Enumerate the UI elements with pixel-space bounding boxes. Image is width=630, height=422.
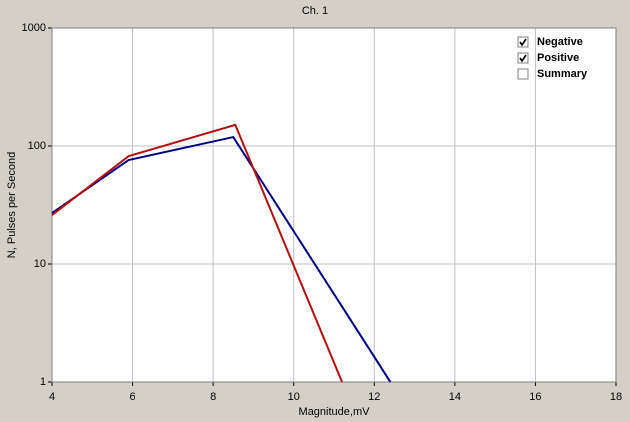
- legend-checkbox[interactable]: [517, 52, 529, 64]
- legend-label: Negative: [537, 36, 583, 48]
- legend-checkbox[interactable]: [517, 68, 529, 80]
- legend-check: [519, 54, 527, 63]
- y-tick-label: 1: [40, 376, 46, 388]
- x-tick-label: 8: [210, 391, 216, 403]
- chart-title: Ch. 1: [302, 5, 328, 17]
- x-axis-label: Magnitude,mV: [299, 406, 371, 418]
- x-tick-label: 16: [529, 391, 541, 403]
- legend-checkbox[interactable]: [517, 36, 529, 48]
- legend-label: Positive: [537, 52, 579, 64]
- x-tick-label: 18: [610, 391, 622, 403]
- x-tick-label: 12: [368, 391, 380, 403]
- legend-label: Summary: [537, 68, 588, 80]
- y-tick-label: 100: [28, 140, 46, 152]
- legend-check: [519, 38, 527, 47]
- plot-frame: [51, 27, 617, 383]
- plot-area: [51, 27, 617, 383]
- x-tick-label: 6: [130, 391, 136, 403]
- y-axis-label: N, Pulses per Second: [6, 152, 18, 258]
- x-tick-label: 14: [449, 391, 461, 403]
- x-tick-label: 10: [288, 391, 300, 403]
- y-tick-label: 1000: [22, 22, 46, 34]
- y-tick-label: 10: [34, 258, 46, 270]
- series-line: [51, 123, 343, 383]
- x-tick-label: 4: [49, 391, 55, 403]
